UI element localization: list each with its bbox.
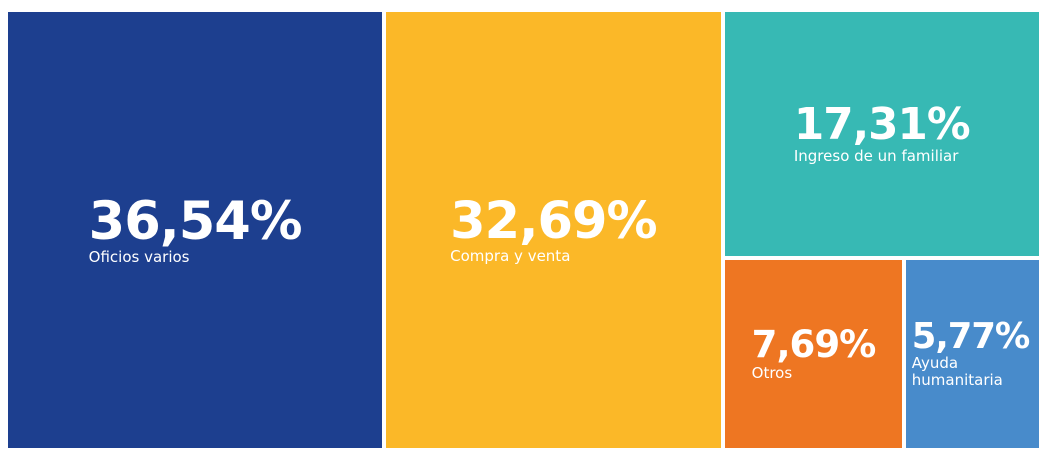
treemap-cell: 17,31% Ingreso de un familiar [724, 12, 1039, 256]
category-label: Ayuda humanitaria [911, 354, 1003, 390]
treemap-cell: 7,69% Otros [724, 259, 903, 448]
value-label: 36,54% [88, 190, 303, 252]
cell-label: 32,69% Compra y venta [450, 191, 657, 266]
category-label: Compra y venta [450, 247, 571, 266]
treemap-cell: 5,77% Ayuda humanitaria [906, 259, 1039, 448]
value-label: 7,69% [751, 322, 877, 366]
value-label: 17,31% [793, 99, 971, 151]
treemap-cell: 36,54% Oficios varios [8, 12, 383, 448]
category-label: Otros [751, 363, 793, 382]
treemap-cell: 32,69% Compra y venta [386, 12, 721, 448]
cell-label: 36,54% Oficios varios [88, 190, 303, 266]
value-label: 32,69% [450, 191, 657, 251]
cell-label: 17,31% Ingreso de un familiar [793, 99, 971, 166]
value-label: 5,77% [911, 315, 1031, 357]
cell-label: 5,77% Ayuda humanitaria [912, 318, 1034, 390]
cell-label: 7,69% Otros [751, 322, 877, 382]
category-label: Ingreso de un familiar [793, 147, 959, 166]
category-label: Oficios varios [88, 247, 190, 266]
